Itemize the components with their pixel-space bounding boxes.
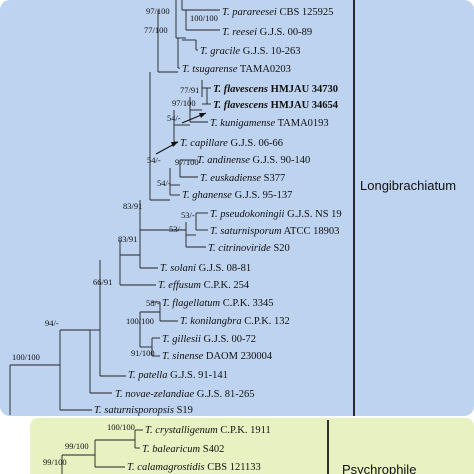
- longibrachiatum-clade-background: [0, 0, 474, 416]
- taxon-label: T. tsugarense TAMA0203: [182, 64, 291, 75]
- support-value: 100/100: [126, 316, 154, 326]
- support-value: 97/100: [146, 6, 170, 16]
- taxon-label: T. pseudokoningii G.J.S. NS 19: [210, 209, 342, 220]
- taxon-label: T. ghanense G.J.S. 95-137: [182, 190, 292, 201]
- support-value: 100/100: [107, 422, 135, 432]
- taxon-label: T. konilangbra C.P.K. 132: [180, 316, 290, 327]
- support-value: 97/100: [172, 98, 196, 108]
- taxon-label: T. calamagrostidis CBS 121133: [127, 462, 261, 473]
- psychrophile-clade-background: [30, 418, 474, 474]
- taxon-label: T. solani G.J.S. 08-81: [160, 263, 251, 274]
- clade-label-longibrachiatum: Longibrachiatum: [360, 178, 456, 193]
- taxon-label: T. gillesii G.J.S. 00-72: [162, 334, 256, 345]
- support-value: 77/91: [180, 85, 199, 95]
- arrow-head: [171, 142, 178, 147]
- taxon-label: T. kunigamense TAMA0193: [210, 118, 329, 129]
- support-value: 100/100: [12, 352, 40, 362]
- taxon-label: T. saturnisporopsis S19: [94, 405, 193, 416]
- support-value: 53/-: [181, 210, 195, 220]
- taxon-label: T. sinense DAOM 230004: [162, 351, 273, 362]
- taxon-label: T. flagellatum C.P.K. 3345: [162, 298, 274, 309]
- support-value: 54/-: [157, 178, 171, 188]
- taxon-label: T. effusum C.P.K. 254: [158, 280, 250, 291]
- taxon-label: T. saturnisporum ATCC 18903: [210, 226, 339, 237]
- support-value: 66/91: [93, 277, 112, 287]
- taxon-label: T. capillare G.J.S. 06-66: [180, 138, 283, 149]
- taxon-label: T. flavescens HMJAU 34730: [213, 84, 338, 95]
- annotation-arrows: [155, 112, 207, 155]
- support-value: 91/100: [131, 348, 155, 358]
- taxon-label: T. reesei G.J.S. 00-89: [222, 27, 312, 38]
- support-value: 53/-: [169, 224, 183, 234]
- taxon-label: T. flavescens HMJAU 34654: [213, 100, 339, 111]
- taxon-label: T. andinense G.J.S. 90-140: [197, 155, 310, 166]
- taxon-label: T. balearicum S402: [142, 444, 224, 455]
- clade-label-psychrophile: Psychrophile: [342, 462, 416, 474]
- support-value: 58/-: [146, 298, 160, 308]
- taxon-label: T. gracile G.J.S. 10-263: [200, 46, 300, 57]
- tree-branches: [9, 0, 220, 474]
- support-value: 94/-: [45, 318, 59, 328]
- support-value: 100/100: [190, 13, 218, 23]
- taxon-label: T. novae-zelandiae G.J.S. 81-265: [115, 389, 255, 400]
- support-value: 77/100: [144, 25, 168, 35]
- support-values: 97/100 100/100 77/100 77/91 97/100 54/- …: [12, 6, 218, 467]
- support-value: 83/91: [118, 234, 137, 244]
- taxon-label: T. citrinoviride S20: [208, 243, 290, 254]
- taxon-label: T. crystalligenum C.P.K. 1911: [145, 425, 271, 436]
- taxon-label: T. parareesei CBS 125925: [222, 7, 333, 18]
- support-value: 83/91: [123, 201, 142, 211]
- support-value: 54/-: [167, 113, 181, 123]
- support-value: 54/-: [147, 155, 161, 165]
- support-value: 99/100: [65, 441, 89, 451]
- arrow-head: [199, 113, 206, 118]
- taxon-label: T. patella G.J.S. 91-141: [128, 370, 228, 381]
- taxon-label: T. euskadiense S377: [200, 173, 285, 184]
- taxon-labels: T. parareesei CBS 125925 T. reesei G.J.S…: [94, 7, 342, 473]
- support-value: 99/100: [43, 457, 67, 467]
- support-value: 97/100: [175, 157, 199, 167]
